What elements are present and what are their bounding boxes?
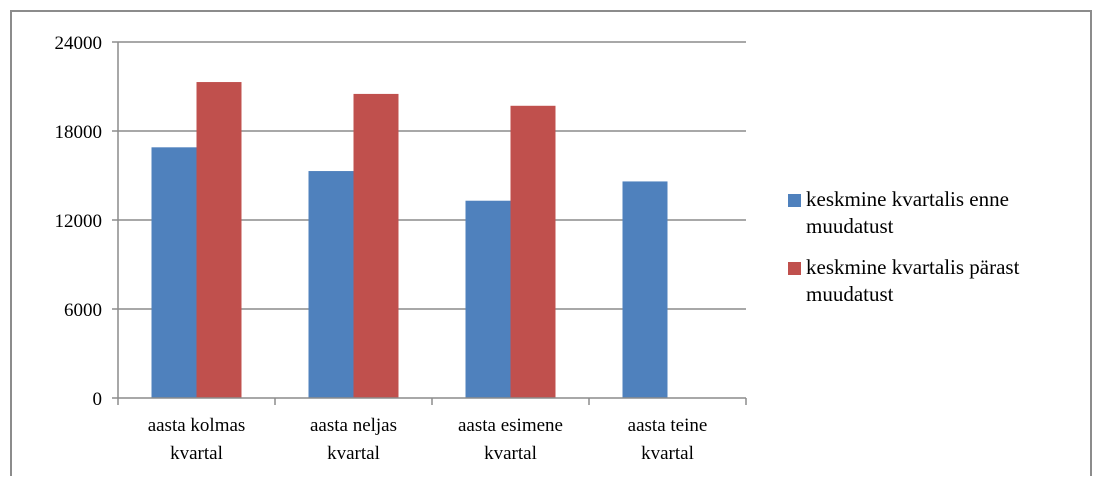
legend-label-before-line1: keskmine kvartalis enne <box>806 187 1009 211</box>
bar-series0-cat0 <box>151 147 197 398</box>
bar-series1-cat2 <box>510 105 556 399</box>
bar-series0-cat3 <box>622 181 668 398</box>
y-tick-label-24000: 24000 <box>55 33 103 54</box>
x-tick-label-cat1-line1: kvartal <box>327 443 380 464</box>
chart-frame <box>10 10 1092 476</box>
bar-series1-cat0 <box>196 82 242 399</box>
legend-swatch-before <box>788 194 801 207</box>
legend-label-after-line1: keskmine kvartalis pärast <box>806 255 1020 279</box>
legend: keskmine kvartalis enne muudatust keskmi… <box>788 186 1088 322</box>
bar-series1-cat1 <box>353 93 399 399</box>
bar-series0-cat1 <box>308 171 354 398</box>
legend-swatch-after <box>788 262 801 275</box>
x-tick-label-cat3-line0: aasta teine <box>628 415 708 436</box>
legend-item-before: keskmine kvartalis enne muudatust <box>788 186 1088 240</box>
x-tick-label-cat3-line1: kvartal <box>641 443 694 464</box>
legend-label-after-line2: muudatust <box>806 282 894 306</box>
y-tick-label-0: 0 <box>93 389 103 410</box>
bars <box>151 82 668 399</box>
x-tick-label-cat2-line1: kvartal <box>484 443 537 464</box>
bar-series0-cat2 <box>465 200 511 398</box>
y-tick-label-18000: 18000 <box>55 122 103 143</box>
y-tick-label-6000: 6000 <box>64 300 102 321</box>
x-tick-label-cat0-line1: kvartal <box>170 443 223 464</box>
legend-label-before-line2: muudatust <box>806 214 894 238</box>
tick-labels: 0 6000 12000 18000 24000 aasta kolmas kvartal a… <box>55 33 708 464</box>
y-tick-label-12000: 12000 <box>55 211 103 232</box>
x-tick-label-cat2-line0: aasta esimene <box>458 415 563 436</box>
x-tick-label-cat0-line0: aasta kolmas <box>148 415 246 436</box>
x-tick-label-cat1-line0: aasta neljas <box>310 415 397 436</box>
legend-item-after: keskmine kvartalis pärast muudatust <box>788 254 1088 308</box>
axes <box>112 41 747 405</box>
